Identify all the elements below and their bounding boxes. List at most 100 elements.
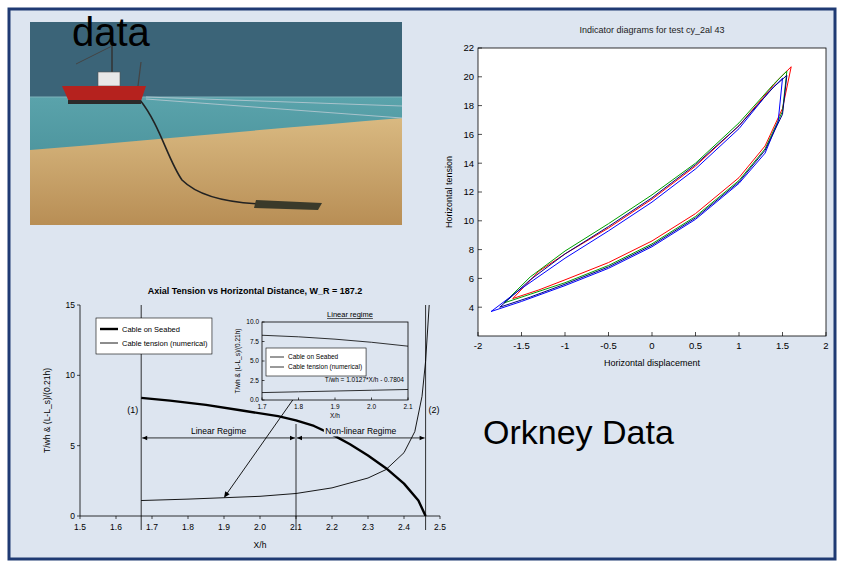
x-tick-label: 0.5 <box>689 340 702 351</box>
x-tick-label: 2.4 <box>398 522 410 532</box>
tow-line <box>146 99 402 118</box>
x-tick-label: 1 <box>736 340 741 351</box>
title-underline <box>327 318 373 319</box>
x-axis-title: X/h <box>254 540 267 550</box>
slide: data-2-1.5-1-0.500.511.52468101214161820… <box>0 0 844 568</box>
y-tick-label: 16 <box>463 129 474 140</box>
y-tick-label: 5.0 <box>250 357 259 364</box>
regime-label: Linear Regime <box>191 426 247 436</box>
x-tick <box>116 516 117 519</box>
y-tick <box>77 516 80 517</box>
plot-area <box>262 322 408 400</box>
x-tick <box>608 332 609 336</box>
plot-area <box>478 48 826 336</box>
y-tick <box>478 48 482 49</box>
y-tick-label: 20 <box>463 71 474 82</box>
slide-frame <box>9 9 835 559</box>
legend-box <box>266 348 366 376</box>
plot-frame <box>478 48 826 336</box>
x-tick <box>262 398 263 401</box>
seabed <box>30 118 402 225</box>
axes: 1.71.81.92.02.10.02.55.07.510.0X/hT/wh &… <box>234 310 413 419</box>
y-tick <box>262 361 265 362</box>
y-axis-title: T/wh & (L-L_s)/(0.21h) <box>234 328 242 393</box>
y-tick-label: 10 <box>463 215 474 226</box>
x-tick <box>782 332 783 336</box>
boundary-label: (1) <box>127 405 138 415</box>
x-tick-label: 2.0 <box>254 522 266 532</box>
y-tick <box>262 341 265 342</box>
legend: Cable on SeabedCable tension (numerical) <box>266 348 366 376</box>
regime-arrow <box>297 437 425 438</box>
x-tick <box>652 332 653 336</box>
wheelhouse <box>98 72 120 86</box>
axes: 1.51.61.71.81.92.02.12.22.32.42.5051015X… <box>42 286 446 550</box>
y-tick <box>77 445 80 446</box>
x-tick <box>332 516 333 519</box>
x-tick-label: 1.9 <box>330 403 339 410</box>
legend-label: Cable on Seabed <box>122 325 180 334</box>
regime-boundary <box>425 305 426 530</box>
x-tick <box>695 332 696 336</box>
x-tick-label: 2.1 <box>403 403 412 410</box>
fit-equation: T/wh = 1.0127*X/h - 0.7804 <box>325 376 405 383</box>
plot-frame <box>262 322 408 400</box>
series-line <box>141 398 425 516</box>
legend-swatch <box>270 367 284 368</box>
y-tick-label: 0.0 <box>250 396 259 403</box>
boundary-label: (2) <box>429 405 440 415</box>
legend-box <box>96 318 212 354</box>
y-tick-label: 10 <box>66 370 76 380</box>
y-tick-label: 6 <box>469 273 474 284</box>
x-tick-label: 0 <box>649 340 654 351</box>
chart-title: Indicator diagrams for test cy_2al 43 <box>579 25 724 35</box>
y-tick <box>478 163 482 164</box>
regime-label: Non-linear Regime <box>325 426 396 436</box>
x-tick-label: 1.9 <box>218 522 230 532</box>
water <box>30 97 402 225</box>
x-tick <box>478 332 479 336</box>
label-patch <box>324 425 398 436</box>
y-tick-label: 12 <box>463 186 474 197</box>
x-tick-label: 1.8 <box>182 522 194 532</box>
x-tick <box>739 332 740 336</box>
y-tick-label: 4 <box>469 302 474 313</box>
x-tick-label: 2.0 <box>367 403 376 410</box>
y-tick-label: 0 <box>70 511 75 521</box>
y-tick <box>262 400 265 401</box>
chart-title: Linear regime <box>327 310 373 319</box>
x-tick <box>335 398 336 401</box>
pointer <box>224 400 293 498</box>
plough <box>254 200 322 210</box>
page <box>0 0 844 568</box>
x-tick-label: 2.3 <box>362 522 374 532</box>
y-tick <box>478 105 482 106</box>
x-tick-label: -1.5 <box>513 340 529 351</box>
y-tick <box>262 322 265 323</box>
y-tick <box>478 76 482 77</box>
x-tick <box>565 332 566 336</box>
cable <box>140 100 262 204</box>
x-tick-label: 1.7 <box>146 522 158 532</box>
x-tick-label: -1 <box>561 340 569 351</box>
y-tick-label: 15 <box>66 300 76 310</box>
y-axis <box>80 305 81 516</box>
arrow-head <box>224 491 230 497</box>
x-axis-title: X/h <box>330 412 340 419</box>
x-tick-label: -2 <box>474 340 482 351</box>
y-tick <box>478 278 482 279</box>
inset-backdrop <box>244 304 420 424</box>
y-tick-label: 5 <box>70 441 75 451</box>
x-tick <box>260 516 261 519</box>
regime-arrow <box>142 437 295 438</box>
regimes: Linear Regime Non-linear Regime <box>142 425 424 440</box>
x-tick-label: 2.5 <box>434 522 446 532</box>
arrow-head <box>290 436 295 441</box>
x-tick-label: 1.6 <box>110 522 122 532</box>
series-group <box>491 67 791 312</box>
x-tick <box>826 332 827 336</box>
y-tick <box>478 220 482 221</box>
legend-swatch <box>270 357 284 358</box>
arrow-head <box>142 436 147 441</box>
y-tick <box>478 307 482 308</box>
